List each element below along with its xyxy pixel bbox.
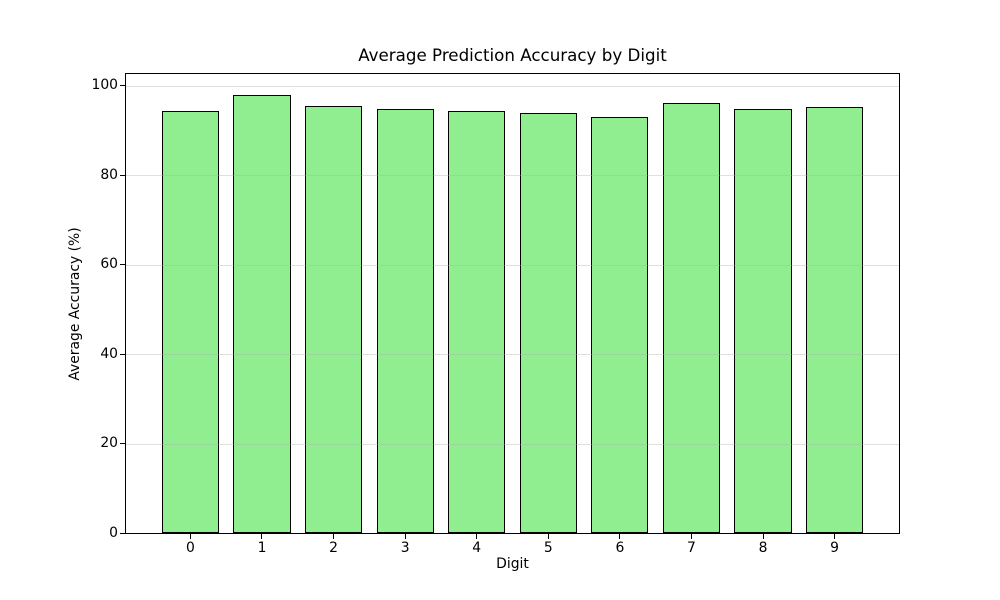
- bar-digit-9: [805, 106, 864, 533]
- x-tick-mark-5: [547, 534, 549, 539]
- y-tick-label-60: 60: [100, 256, 118, 273]
- y-tick-mark-80: [120, 174, 125, 176]
- y-tick-label-0: 0: [109, 524, 118, 541]
- bar-digit-1: [233, 95, 291, 533]
- x-tick-label-3: 3: [400, 540, 410, 556]
- x-tick-mark-6: [619, 534, 621, 539]
- bar-digit-4: [448, 110, 506, 533]
- y-tick-mark-0: [120, 532, 125, 534]
- plot-area: [125, 73, 900, 534]
- x-tick-label-5: 5: [543, 540, 553, 556]
- x-tick-mark-8: [762, 534, 764, 539]
- y-axis-label: Average Accuracy (%): [67, 227, 83, 381]
- x-tick-label-4: 4: [472, 540, 482, 556]
- chart-title: Average Prediction Accuracy by Digit: [358, 45, 667, 65]
- x-tick-label-7: 7: [687, 540, 696, 556]
- x-tick-mark-9: [834, 534, 836, 539]
- x-tick-mark-2: [333, 534, 335, 539]
- x-tick-mark-7: [690, 534, 692, 539]
- x-tick-mark-4: [476, 534, 478, 539]
- y-tick-mark-100: [120, 85, 125, 87]
- bar-digit-0: [161, 110, 220, 533]
- y-tick-label-20: 20: [100, 435, 118, 452]
- x-tick-label-8: 8: [758, 540, 768, 556]
- y-tick-mark-20: [120, 443, 125, 445]
- x-tick-label-2: 2: [329, 540, 338, 556]
- x-tick-mark-0: [189, 534, 191, 539]
- x-tick-mark-3: [404, 534, 406, 539]
- y-tick-mark-40: [120, 353, 125, 355]
- bar-digit-8: [734, 109, 792, 533]
- x-tick-mark-1: [261, 534, 263, 539]
- x-tick-label-9: 9: [830, 540, 839, 556]
- x-tick-label-1: 1: [257, 540, 267, 556]
- y-tick-mark-60: [120, 264, 125, 266]
- x-tick-label-6: 6: [615, 540, 625, 556]
- bar-digit-2: [304, 106, 363, 533]
- bar-digit-3: [376, 109, 434, 533]
- gridline-y-100: [126, 85, 899, 87]
- y-tick-label-40: 40: [100, 345, 118, 362]
- x-axis-label: Digit: [496, 556, 529, 572]
- bar-digit-7: [662, 103, 721, 533]
- y-tick-label-80: 80: [100, 166, 118, 183]
- bar-digit-6: [591, 116, 649, 533]
- y-tick-label-100: 100: [91, 77, 118, 94]
- x-tick-label-0: 0: [185, 540, 195, 556]
- bar-digit-5: [519, 112, 577, 533]
